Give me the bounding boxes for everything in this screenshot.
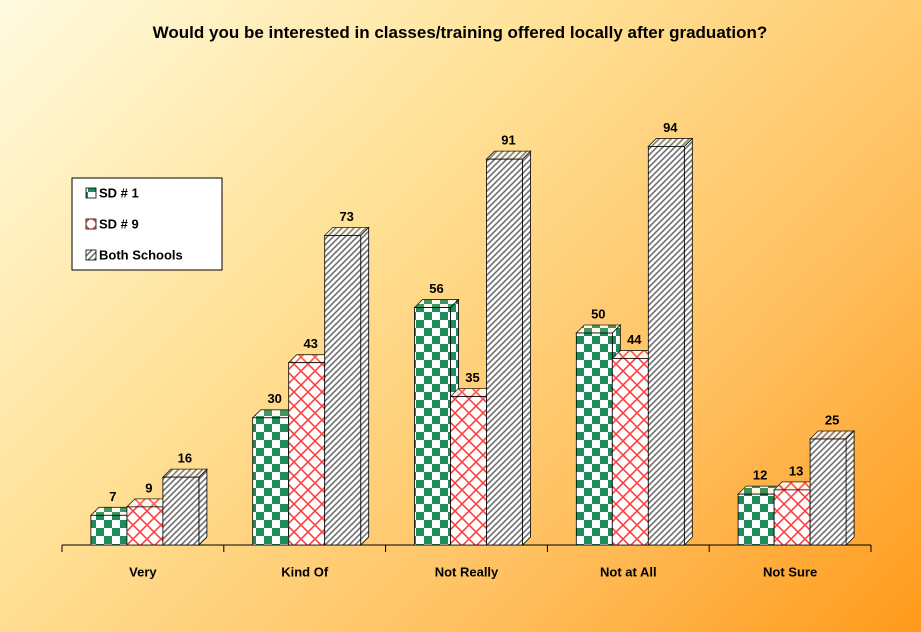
bar-side — [198, 468, 208, 546]
bar — [611, 358, 649, 546]
data-label: 35 — [465, 370, 479, 385]
bar — [324, 235, 362, 546]
x-tick-label: Not Really — [435, 564, 499, 579]
bar-top — [413, 299, 460, 308]
data-label: 25 — [825, 412, 839, 427]
data-label: 73 — [339, 209, 353, 224]
bar-top — [575, 324, 622, 334]
bar — [414, 307, 451, 546]
bar-top — [809, 430, 856, 440]
bar-side — [522, 150, 531, 546]
x-tick-label: Not at All — [600, 564, 657, 579]
data-label: 43 — [303, 336, 317, 351]
bar — [575, 332, 613, 546]
bar-top — [485, 150, 532, 160]
legend-swatch — [85, 218, 97, 230]
legend-swatch — [85, 249, 97, 261]
bar — [809, 438, 847, 546]
data-label: 50 — [591, 306, 605, 321]
data-label: 13 — [789, 463, 803, 478]
data-label: 56 — [429, 281, 443, 296]
bar — [737, 493, 775, 546]
bar-side — [845, 430, 855, 546]
bar — [162, 476, 200, 546]
bar-top — [161, 468, 208, 478]
bar — [288, 362, 326, 546]
bar — [252, 417, 290, 546]
x-tick-label: Not Sure — [763, 564, 817, 579]
legend-label: Both Schools — [99, 247, 183, 262]
data-label: 16 — [178, 451, 192, 466]
legend-box — [71, 177, 223, 271]
data-label: 30 — [267, 391, 281, 406]
chart-title: Would you be interested in classes/train… — [152, 23, 768, 42]
bar — [486, 158, 523, 546]
bar — [90, 514, 128, 546]
legend-label: SD # 1 — [99, 185, 139, 200]
bar-side — [360, 226, 370, 546]
data-label: 91 — [501, 133, 515, 148]
data-label: 44 — [627, 332, 642, 347]
bar — [647, 146, 685, 546]
bar-top — [323, 227, 370, 236]
legend-swatch — [85, 187, 97, 199]
data-label: 9 — [145, 480, 152, 495]
data-label: 12 — [753, 468, 767, 483]
bar-side — [683, 137, 693, 546]
x-tick-label: Very — [129, 564, 157, 579]
legend-label: SD # 9 — [99, 216, 139, 231]
bar — [773, 489, 811, 546]
data-label: 94 — [663, 120, 678, 135]
bar — [126, 506, 164, 546]
bar-top — [647, 138, 694, 147]
x-tick-label: Kind Of — [281, 564, 329, 579]
data-label: 7 — [109, 489, 116, 504]
bar — [450, 396, 487, 546]
